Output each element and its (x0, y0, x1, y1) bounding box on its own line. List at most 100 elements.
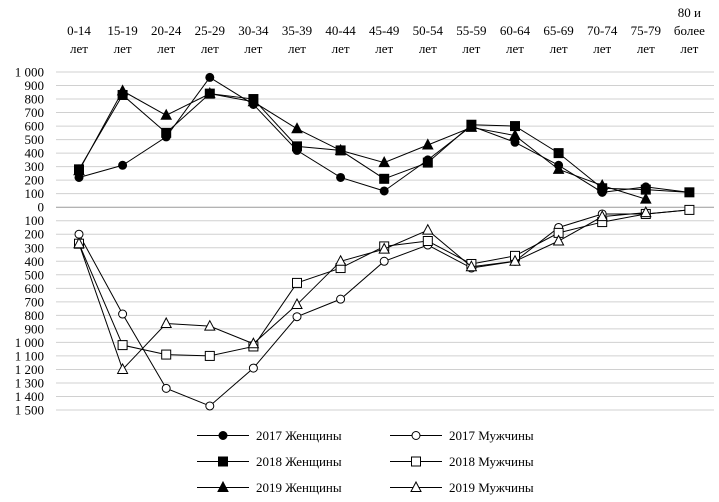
data-point (161, 349, 172, 360)
legend: 2017 Женщины 2017 Мужчины 2018 Женщины 2018… (197, 428, 534, 495)
data-point (336, 294, 346, 304)
y-tick-label: 1 300 (15, 375, 44, 390)
legend-item: 2017 Женщины (197, 428, 342, 443)
category-label: 75-79 (631, 23, 661, 38)
legend-label: 2017 Мужчины (449, 428, 534, 443)
category-label: 50-54 (413, 23, 444, 38)
data-point (292, 312, 302, 322)
y-tick-label: 900 (25, 78, 45, 93)
y-tick-label: 900 (25, 321, 45, 336)
legend-item: 2019 Мужчины (390, 480, 534, 495)
data-point (291, 122, 303, 134)
data-point (247, 337, 260, 349)
data-point (334, 143, 347, 155)
data-point (73, 164, 85, 176)
category-label: лет (332, 41, 350, 56)
category-label: 15-19 (107, 23, 137, 38)
data-point (596, 210, 609, 222)
category-label: лет (506, 41, 524, 56)
y-tick-label: 1 000 (15, 65, 44, 80)
y-tick-label: 200 (25, 173, 45, 188)
category-label: 40-44 (325, 23, 356, 38)
legend-label: 2017 Женщины (256, 428, 342, 443)
data-point (509, 254, 521, 266)
data-point (118, 309, 128, 319)
series-group (74, 88, 695, 198)
y-tick-label: 100 (25, 186, 45, 201)
category-label: лет (114, 41, 132, 56)
data-point (74, 229, 84, 239)
series-line (78, 212, 646, 371)
legend-item: 2018 Мужчины (390, 454, 534, 469)
legend-item: 2018 Женщины (197, 454, 342, 469)
data-point (161, 127, 172, 138)
data-point (161, 383, 171, 393)
category-label: лет (375, 41, 393, 56)
y-tick-label: 300 (25, 240, 45, 255)
legend-marker (217, 480, 229, 492)
category-labels: 0-14 лет 15-19 лет 20-24 лет 25-29 лет 30-34 лет 3… (67, 5, 705, 56)
category-label: лет (637, 41, 655, 56)
data-point (116, 84, 129, 96)
category-label: 60-64 (500, 23, 531, 38)
legend-marker (411, 456, 421, 467)
y-tick-label: 600 (25, 281, 45, 296)
data-point (379, 256, 389, 266)
data-point (509, 128, 521, 141)
data-point (203, 87, 216, 99)
data-point (292, 141, 302, 152)
data-point (639, 192, 652, 204)
data-point (378, 242, 391, 254)
data-point (336, 172, 346, 182)
data-point (205, 401, 215, 411)
y-tick-label: 600 (25, 119, 45, 134)
category-label: лет (680, 41, 698, 56)
category-label: 35-39 (282, 23, 312, 38)
data-point (552, 234, 565, 246)
legend-item: 2019 Женщины (197, 480, 342, 495)
data-point (421, 138, 434, 150)
y-tick-label: 100 (25, 213, 45, 228)
data-point (552, 162, 565, 174)
category-label: лет (244, 41, 262, 56)
series-group (73, 84, 652, 204)
series-line (78, 209, 690, 407)
y-tick-label: 1 500 (15, 403, 44, 418)
data-point (596, 178, 609, 191)
category-label: лет (288, 41, 306, 56)
legend-label: 2019 Мужчины (449, 480, 534, 495)
category-label: 65-69 (543, 23, 573, 38)
legend-marker (218, 431, 228, 440)
data-point (117, 340, 128, 351)
y-tick-label: 400 (25, 254, 45, 269)
category-label: 30-34 (238, 23, 269, 38)
data-point (291, 297, 303, 310)
category-label: лет (157, 41, 175, 56)
y-tick-label: 800 (25, 308, 45, 323)
category-label: 45-49 (369, 23, 399, 38)
data-point (684, 187, 695, 198)
data-point (248, 363, 258, 373)
y-tick-label: 200 (25, 227, 45, 242)
data-point (203, 319, 216, 331)
data-point (465, 120, 478, 132)
series-layer (73, 72, 695, 411)
data-point (118, 160, 128, 170)
legend-marker (411, 431, 421, 440)
data-point (116, 362, 129, 374)
y-tick-label: 500 (25, 267, 45, 282)
category-label: 80 и (678, 5, 701, 20)
y-axis-labels: 1 00090080070060050040030020010001002003… (15, 65, 44, 418)
data-point (292, 277, 302, 288)
y-tick-label: 1 200 (15, 362, 44, 377)
category-label: 55-59 (456, 23, 486, 38)
data-point (204, 350, 215, 361)
data-point (160, 108, 173, 120)
y-tick-label: 800 (25, 92, 45, 107)
category-label: лет (462, 41, 480, 56)
legend-item: 2017 Мужчины (390, 428, 534, 443)
data-point (465, 260, 478, 272)
y-tick-label: 1 100 (15, 348, 44, 363)
data-point (553, 148, 564, 159)
